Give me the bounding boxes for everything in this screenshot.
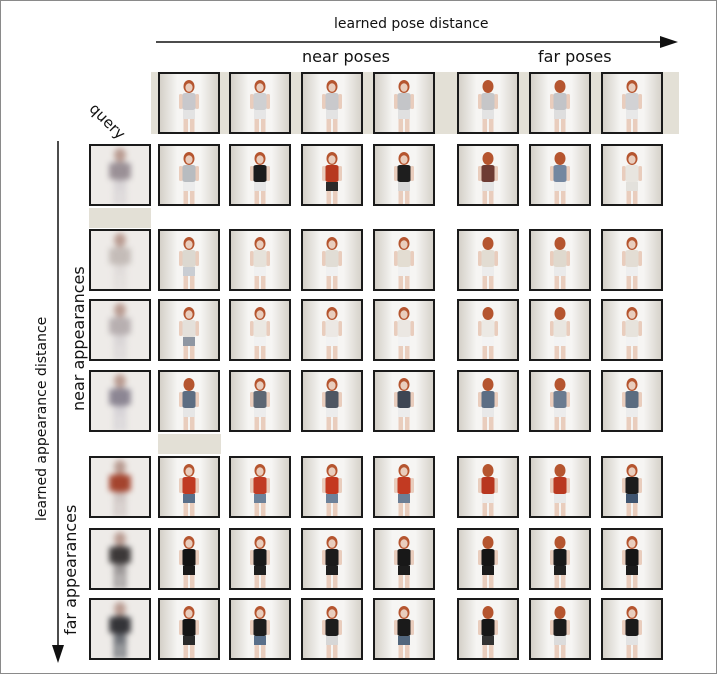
near-appearances-label: near appearances (69, 266, 88, 411)
result-image (529, 370, 591, 432)
result-image (301, 229, 363, 291)
result-image (457, 528, 519, 590)
result-image (301, 528, 363, 590)
result-image (158, 299, 220, 361)
appearance-query-image (89, 144, 151, 206)
result-image (229, 370, 291, 432)
pose-query-image (229, 72, 291, 134)
pose-distance-arrow (156, 36, 678, 48)
result-image (373, 370, 435, 432)
result-image (158, 370, 220, 432)
result-image (457, 299, 519, 361)
result-image (158, 456, 220, 518)
result-image (373, 456, 435, 518)
result-image (158, 144, 220, 206)
result-image (229, 528, 291, 590)
result-image (229, 598, 291, 660)
result-image (158, 528, 220, 590)
appearance-distance-arrow (52, 141, 64, 663)
pose-query-image (158, 72, 220, 134)
pose-query-image (529, 72, 591, 134)
appearance-query-image (89, 598, 151, 660)
pose-query-image (457, 72, 519, 134)
result-image (529, 598, 591, 660)
result-image (301, 598, 363, 660)
pose-query-image (301, 72, 363, 134)
result-image (301, 144, 363, 206)
appearance-query-image (89, 528, 151, 590)
result-image (601, 528, 663, 590)
near-poses-label: near poses (302, 47, 390, 66)
result-image (301, 456, 363, 518)
result-image (457, 229, 519, 291)
result-image (601, 598, 663, 660)
query-label: query (85, 99, 130, 143)
pose-query-image (373, 72, 435, 134)
result-image (229, 144, 291, 206)
appearance-query-image (89, 299, 151, 361)
result-image (529, 528, 591, 590)
pose-distance-axis-label: learned pose distance (334, 16, 489, 32)
result-image (529, 299, 591, 361)
result-image (373, 528, 435, 590)
pose-query-image (601, 72, 663, 134)
result-image (601, 229, 663, 291)
result-image (373, 598, 435, 660)
result-image (601, 456, 663, 518)
result-image (601, 299, 663, 361)
result-image (529, 456, 591, 518)
result-image (529, 144, 591, 206)
result-image (457, 144, 519, 206)
result-image (301, 370, 363, 432)
result-image (457, 370, 519, 432)
appearance-query-image (89, 370, 151, 432)
result-image (457, 456, 519, 518)
result-image (373, 144, 435, 206)
result-image (158, 229, 220, 291)
far-poses-label: far poses (538, 47, 612, 66)
appearance-query-image (89, 229, 151, 291)
appearance-gap-strip (89, 208, 151, 228)
result-image (601, 144, 663, 206)
result-image (229, 229, 291, 291)
result-image (229, 299, 291, 361)
result-image (529, 229, 591, 291)
far-appearances-label: far appearances (61, 504, 80, 635)
result-image (229, 456, 291, 518)
result-image (158, 598, 220, 660)
result-image (457, 598, 519, 660)
appearance-distance-axis-label: learned appearance distance (34, 316, 50, 521)
appearance-query-image (89, 456, 151, 518)
appearance-gap-strip (158, 434, 221, 454)
result-image (373, 229, 435, 291)
result-image (601, 370, 663, 432)
result-image (301, 299, 363, 361)
result-image (373, 299, 435, 361)
